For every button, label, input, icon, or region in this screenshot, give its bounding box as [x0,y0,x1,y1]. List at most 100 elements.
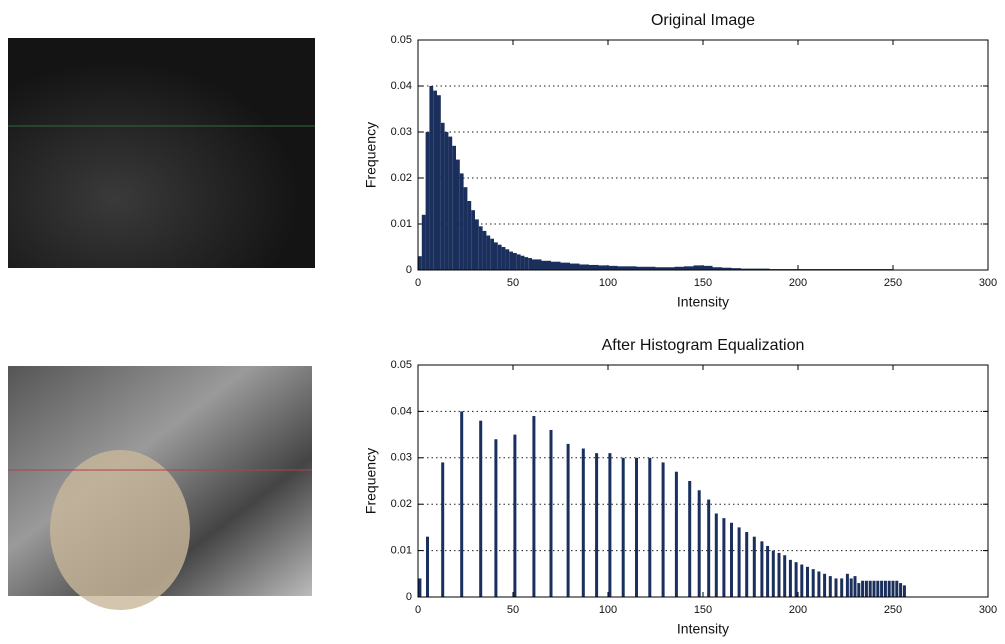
histogram-bar [608,266,618,270]
x-axis-label: Intensity [677,294,729,310]
y-tick-label: 0 [406,591,412,603]
bar [778,553,781,597]
histogram-bar [486,236,490,271]
bar [426,537,429,597]
y-axis-label: Frequency [363,448,379,514]
y-tick-label: 0.04 [391,405,412,417]
histogram-bar [422,215,426,270]
bar [550,430,553,597]
histogram-bar [517,254,521,270]
x-tick-label: 200 [789,604,807,616]
y-axis-label: Frequency [363,122,379,188]
histogram-bar [703,266,713,270]
bar [795,562,798,597]
histogram-bar [570,264,580,270]
histogram-bar [433,91,437,270]
bar [876,581,879,597]
x-tick-label: 250 [884,277,902,289]
histogram-bar [580,264,590,270]
histogram-bar [513,253,517,270]
x-tick-label: 100 [599,604,617,616]
histogram-bar [456,160,460,270]
x-tick-label: 50 [507,277,519,289]
x-axis-label: Intensity [677,621,729,637]
bar [892,581,895,597]
bar [698,490,701,597]
x-tick-label: 250 [884,604,902,616]
x-tick-label: 0 [415,604,421,616]
histogram-bar [627,266,637,270]
y-tick-label: 0.05 [391,34,412,46]
plot-frame [418,365,988,597]
bar [707,500,710,597]
y-tick-label: 0.03 [391,126,412,138]
bar [823,574,826,597]
bar [622,458,625,597]
bar [840,578,843,597]
histogram-bar [532,259,542,270]
bar [460,411,463,597]
bar [850,578,853,597]
histogram-bar [498,245,502,270]
bar [869,581,872,597]
histogram-bar [694,265,704,270]
bar [903,585,906,597]
histogram-bar [452,146,456,270]
bar [418,578,421,597]
histogram-bar [437,95,441,270]
y-tick-label: 0.05 [391,359,412,371]
bar [873,581,876,597]
x-tick-label: 150 [694,604,712,616]
histogram-bar [509,252,513,270]
histogram-bar [599,265,609,270]
histogram-bar [429,86,433,270]
bar [648,458,651,597]
bar [789,560,792,597]
bar [635,458,638,597]
bar [880,581,883,597]
bar [772,551,775,597]
bar [888,581,891,597]
bar [817,571,820,597]
bar [835,578,838,597]
y-tick-label: 0.04 [391,80,412,92]
bar [829,576,832,597]
histogram-bar [561,263,571,270]
y-tick-label: 0.02 [391,498,412,510]
bar [738,527,741,597]
x-tick-label: 150 [694,277,712,289]
x-tick-label: 300 [979,604,997,616]
histogram-bar [494,242,498,270]
bar [899,583,902,597]
x-tick-label: 300 [979,277,997,289]
y-tick-label: 0.01 [391,545,412,557]
bar [479,421,482,597]
histogram-bar [426,132,430,270]
histogram-bar [460,173,464,270]
bar [513,435,516,597]
plot-frame [418,40,988,270]
bar [766,546,769,597]
histogram-bar [490,239,494,270]
histogram-bar [505,249,509,270]
bar [861,581,864,597]
bar [854,576,857,597]
bar [441,462,444,597]
histogram-bar [467,201,471,270]
histogram-bar [445,132,449,270]
bar [662,462,665,597]
bar [895,581,898,597]
chart-title: Original Image [651,12,755,29]
histogram-bar [475,219,479,270]
x-tick-label: 200 [789,277,807,289]
histogram-bar [551,262,561,270]
histogram-bar [441,123,445,270]
histogram-bar [479,226,483,270]
histogram-bar [589,265,599,270]
histogram-bar [448,137,452,270]
original-photo [8,38,315,268]
x-tick-label: 50 [507,604,519,616]
bar [722,518,725,597]
bar [608,453,611,597]
